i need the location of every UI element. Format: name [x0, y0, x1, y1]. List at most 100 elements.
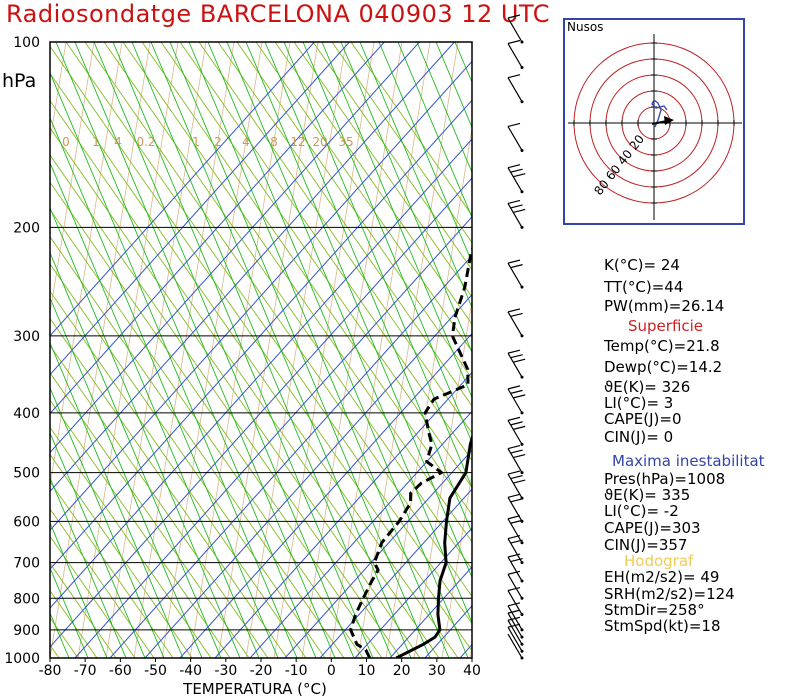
mixing-ratio-line: [0, 42, 10, 658]
temperature-tick-label: -20: [250, 663, 273, 679]
moist-adiabat-line: [50, 116, 279, 658]
temperature-tick-label: -40: [179, 663, 202, 679]
mixing-ratio-line: [245, 42, 347, 658]
pressure-axis-unit: hPa: [2, 70, 37, 92]
wind-barb: [507, 349, 526, 379]
moist-adiabat-line: [50, 431, 146, 658]
hodograph-title: Nusos: [567, 20, 604, 34]
superficie-temp: Temp(°C)=21.8: [604, 337, 720, 355]
wind-barb: [507, 416, 526, 446]
isotherm-line: [109, 255, 472, 658]
isotherm-line: [214, 371, 472, 658]
pressure-tick-label: 300: [13, 329, 40, 345]
maxima-li: LI(°C)= -2: [604, 502, 679, 520]
wind-barb: [507, 199, 526, 229]
superficie-dewp: Dewp(°C)=14.2: [604, 358, 723, 376]
moist-adiabat-line: [50, 71, 298, 658]
isotherm-line: [74, 216, 472, 658]
moist-adiabat-line: [50, 161, 260, 658]
moist-adiabat-line: [302, 42, 472, 444]
temperature-line: [395, 433, 472, 658]
moist-adiabat-line: [50, 386, 165, 658]
dry-adiabat-line: [0, 42, 2, 658]
wind-barb: [507, 586, 524, 617]
temperature-tick-label: 20: [393, 663, 411, 679]
wind-barbs: [507, 14, 526, 660]
isotherm-line: [354, 527, 472, 658]
mixing-ratio-label: 12: [290, 135, 305, 149]
mixing-ratio-line: [273, 42, 375, 658]
pressure-tick-label: 600: [13, 514, 40, 530]
hodograf-eh: EH(m2/s2)= 49: [604, 568, 720, 586]
isotherm-line: [50, 42, 350, 376]
hodograph-box: [563, 18, 745, 225]
k-index: K(°C)= 24: [604, 256, 680, 274]
mixing-ratio-line: [750, 42, 800, 658]
hodograf-stmspd: StmSpd(kt)=18: [604, 617, 721, 635]
temperature-tick-label: -10: [285, 663, 308, 679]
moist-adiabat-line: [93, 42, 355, 658]
mixing-ratio-line: [357, 42, 459, 658]
mixing-ratio-label: 1: [192, 135, 200, 149]
storm-motion-arrowhead: [664, 116, 674, 125]
moist-adiabat-line: [245, 42, 472, 579]
isotherm-line: [50, 99, 472, 570]
moist-adiabat-line: [321, 42, 472, 399]
temperature-tick-label: -50: [144, 663, 167, 679]
wind-barb: [507, 14, 524, 44]
moist-adiabat-line: [359, 42, 472, 309]
hodograph-trace: [651, 99, 668, 128]
pressure-tick-label: 1000: [4, 651, 40, 667]
moist-adiabat-line: [50, 521, 108, 658]
moist-adiabat-line: [435, 42, 472, 129]
wind-barb: [507, 385, 526, 415]
x-axis-label: TEMPERATURA (°C): [182, 680, 327, 698]
moist-adiabat-line: [50, 296, 203, 658]
chart-title: Radiosondatge BARCELONA 040903 12 UTC: [6, 0, 551, 28]
mixing-ratio-line: [441, 470, 472, 658]
mixing-ratio-line: [329, 42, 431, 658]
mixing-ratio-line: [105, 42, 207, 658]
mixing-ratio-line: [50, 42, 95, 316]
wind-barb: [507, 444, 526, 475]
mixing-ratio-label: 8: [270, 135, 278, 149]
wind-barb: [507, 39, 524, 69]
temperature-tick-label: -80: [39, 663, 62, 679]
wind-barb: [507, 470, 526, 500]
pressure-tick-label: 700: [13, 556, 40, 572]
mixing-ratio-line: [413, 298, 472, 658]
temperature-tick-label: 30: [428, 663, 446, 679]
hodograf-srh: SRH(m2/s2)=124: [604, 585, 735, 603]
superficie-heading: Superficie: [628, 317, 704, 335]
pressure-tick-label: 900: [13, 623, 40, 639]
moist-adiabat-line: [188, 42, 450, 658]
pw-index: PW(mm)=26.14: [604, 297, 725, 315]
superficie-cape: CAPE(J)=0: [604, 410, 682, 428]
temperature-tick-label: 40: [463, 663, 481, 679]
maxima-pres: Pres(hPa)=1008: [604, 470, 726, 488]
moist-adiabat-line: [207, 42, 469, 658]
hodograf-heading: Hodograf: [624, 552, 694, 570]
superficie-cin: CIN(J)= 0: [604, 428, 674, 446]
mixing-ratio-line: [385, 125, 472, 658]
isotherm-line: [50, 42, 315, 337]
mixing-ratio-label: 4: [114, 135, 122, 149]
moist-adiabat-line: [50, 476, 127, 658]
mixing-ratio-label: 4: [242, 135, 250, 149]
mixing-ratio-label: 35: [338, 135, 353, 149]
moist-adiabat-line: [340, 42, 472, 354]
moist-adiabat-line: [283, 42, 472, 489]
mixing-ratio-label: 1: [92, 135, 100, 149]
maxima-theta: ϑE(K)= 335: [604, 486, 691, 504]
moist-adiabat-line: [169, 42, 431, 658]
wind-barb: [507, 122, 524, 152]
temperature-tick-label: -60: [109, 663, 132, 679]
moist-adiabat-line: [50, 341, 184, 658]
wind-barb: [507, 616, 524, 646]
mixing-ratio-line: [469, 643, 472, 658]
wind-barb: [507, 74, 524, 104]
moist-adiabat-line: [50, 251, 222, 658]
dewpoint-line: [349, 245, 472, 658]
